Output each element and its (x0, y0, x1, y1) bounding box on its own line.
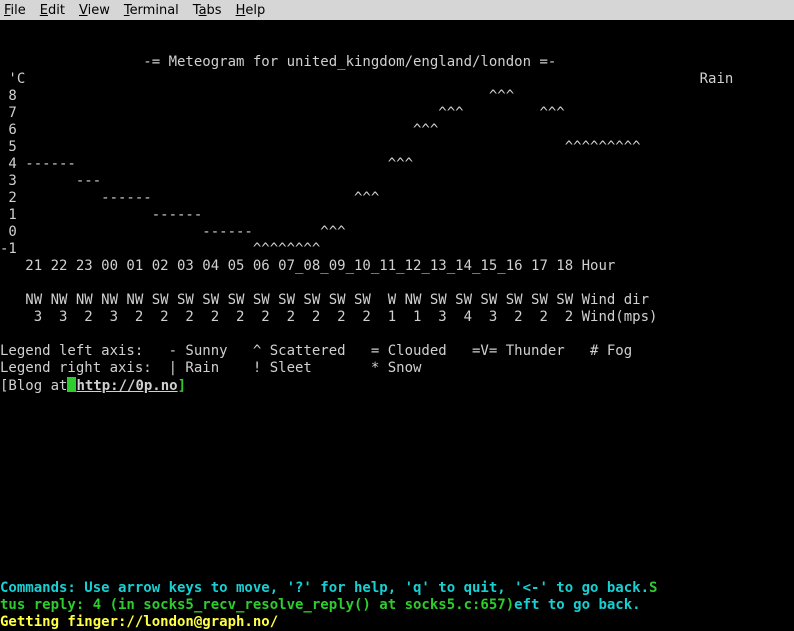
menu-terminal[interactable]: Terminal (124, 3, 179, 18)
menu-tabs[interactable]: Tabs (193, 3, 222, 18)
menu-view[interactable]: View (79, 3, 110, 18)
blog-link[interactable]: http://0p.no (76, 378, 177, 394)
status-reply: tus reply: 4 (in socks5_recv_resolve_rep… (0, 597, 514, 613)
menu-edit[interactable]: Edit (40, 3, 65, 18)
status-getting: Getting finger://london@graph.no/ (0, 614, 278, 630)
status-commands: Commands: Use arrow keys to move, '?' fo… (0, 580, 649, 596)
menubar: File Edit View Terminal Tabs Help (0, 0, 794, 20)
menu-help[interactable]: Help (236, 3, 266, 18)
terminal-output: -= Meteogram for united_kingdom/england/… (0, 20, 794, 631)
menu-file[interactable]: File (4, 3, 26, 18)
